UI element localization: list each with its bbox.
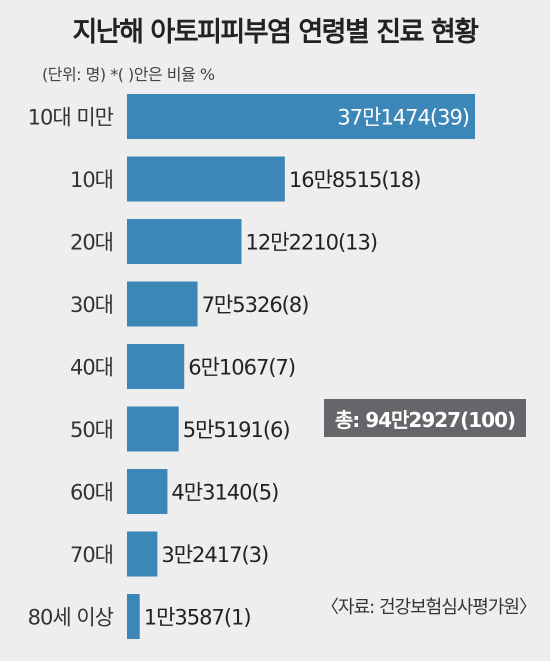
chart-subtitle: (단위: 명) *( )안은 비율 % <box>42 65 215 84</box>
bar <box>127 156 285 202</box>
source-note: 〈자료: 건강보험심사평가원〉 <box>321 597 537 618</box>
value-label: 37만1474(39) <box>337 106 469 130</box>
value-label: 1만3587(1) <box>144 606 251 630</box>
total-badge: 총: 94만2927(100) <box>324 399 526 437</box>
bar <box>127 94 475 139</box>
value-label: 16만8515(18) <box>289 168 421 192</box>
category-label: 40대 <box>70 356 113 380</box>
value-label: 7만5326(8) <box>202 293 309 317</box>
category-label: 20대 <box>70 231 113 255</box>
category-label: 10대 미만 <box>28 106 114 130</box>
value-label: 4만3140(5) <box>171 481 278 505</box>
bar <box>127 281 198 327</box>
bar <box>127 344 185 389</box>
category-label: 80세 이상 <box>28 606 114 630</box>
category-label: 50대 <box>70 418 113 442</box>
category-label: 30대 <box>70 293 113 317</box>
chart-title: 지난해 아토피피부염 연령별 진료 현황 <box>72 17 479 48</box>
value-label: 12만2210(13) <box>245 231 377 255</box>
category-label: 60대 <box>70 481 113 505</box>
value-label: 6만1067(7) <box>188 356 295 380</box>
value-label: 3만2417(3) <box>161 543 268 567</box>
bar <box>127 219 242 264</box>
value-label: 5만5191(6) <box>183 418 290 442</box>
category-label: 70대 <box>70 543 113 567</box>
bar <box>127 531 158 577</box>
bar <box>127 406 179 452</box>
category-label: 10대 <box>70 168 113 192</box>
bar <box>127 469 168 514</box>
bar <box>127 594 140 639</box>
